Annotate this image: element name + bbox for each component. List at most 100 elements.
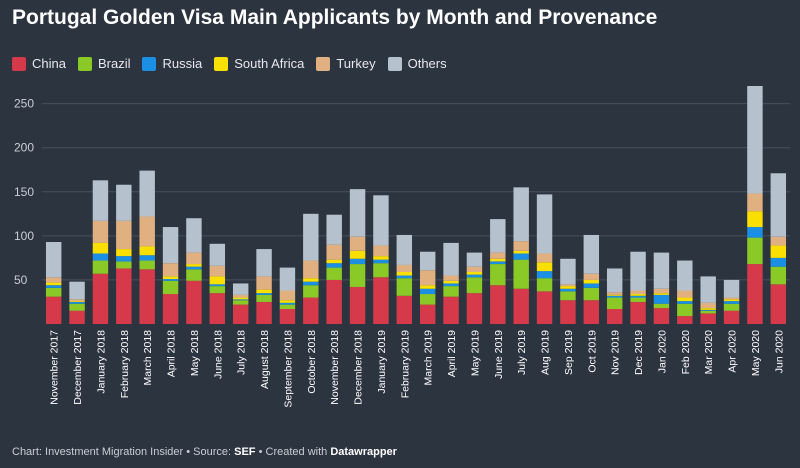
bar-segment-turkey[interactable]: [653, 288, 670, 294]
bar-segment-russia[interactable]: [69, 301, 85, 304]
bar-segment-south-africa[interactable]: [770, 245, 787, 258]
bar-segment-brazil[interactable]: [279, 304, 296, 310]
bar-segment-brazil[interactable]: [443, 286, 459, 297]
bar-segment-others[interactable]: [303, 213, 319, 261]
bar-segment-others[interactable]: [326, 214, 342, 245]
bar-segment-china[interactable]: [162, 294, 179, 324]
bar-segment-brazil[interactable]: [116, 261, 132, 269]
bar-segment-others[interactable]: [116, 184, 132, 221]
bar-segment-china[interactable]: [279, 309, 296, 324]
bar-segment-russia[interactable]: [536, 271, 553, 279]
bar-segment-russia[interactable]: [606, 295, 623, 298]
bar-segment-others[interactable]: [373, 195, 389, 246]
bar-segment-russia[interactable]: [513, 253, 529, 260]
bar-segment-brazil[interactable]: [466, 277, 483, 294]
bar-segment-brazil[interactable]: [723, 303, 740, 311]
bar-segment-south-africa[interactable]: [419, 285, 436, 289]
bar-segment-china[interactable]: [770, 284, 787, 324]
bar-segment-brazil[interactable]: [139, 260, 155, 270]
bar-segment-turkey[interactable]: [419, 270, 436, 286]
bar-segment-russia[interactable]: [560, 288, 576, 292]
bar-segment-others[interactable]: [700, 276, 716, 303]
bar-segment-turkey[interactable]: [443, 275, 459, 281]
bar-segment-south-africa[interactable]: [116, 249, 132, 257]
bar-segment-russia[interactable]: [747, 227, 763, 238]
bar-segment-brazil[interactable]: [349, 264, 366, 287]
bar-segment-russia[interactable]: [419, 288, 436, 295]
bar-segment-others[interactable]: [536, 194, 553, 254]
bar-segment-china[interactable]: [256, 301, 272, 324]
bar-segment-south-africa[interactable]: [583, 279, 600, 284]
bar-segment-south-africa[interactable]: [443, 280, 459, 284]
bar-segment-china[interactable]: [303, 297, 319, 324]
bar-segment-turkey[interactable]: [630, 290, 646, 295]
bar-segment-turkey[interactable]: [606, 292, 623, 295]
bar-segment-brazil[interactable]: [373, 263, 389, 278]
bar-segment-south-africa[interactable]: [677, 297, 693, 302]
bar-segment-brazil[interactable]: [396, 278, 413, 296]
bar-segment-china[interactable]: [723, 310, 740, 324]
bar-segment-south-africa[interactable]: [45, 282, 62, 286]
bar-segment-brazil[interactable]: [747, 237, 763, 265]
bar-segment-brazil[interactable]: [677, 303, 693, 317]
bar-segment-others[interactable]: [723, 279, 740, 298]
bar-segment-russia[interactable]: [303, 281, 319, 286]
bar-segment-others[interactable]: [466, 252, 483, 267]
bar-segment-russia[interactable]: [443, 283, 459, 287]
bar-segment-china[interactable]: [583, 300, 600, 324]
bar-segment-turkey[interactable]: [326, 244, 342, 260]
bar-segment-others[interactable]: [186, 218, 202, 253]
bar-segment-russia[interactable]: [723, 301, 740, 304]
bar-segment-turkey[interactable]: [466, 266, 483, 272]
bar-segment-turkey[interactable]: [583, 273, 600, 280]
bar-segment-brazil[interactable]: [770, 266, 787, 285]
bar-segment-south-africa[interactable]: [653, 293, 670, 295]
bar-segment-russia[interactable]: [139, 255, 155, 261]
bar-segment-china[interactable]: [396, 295, 413, 324]
bar-segment-china[interactable]: [536, 291, 553, 324]
bar-segment-russia[interactable]: [92, 253, 109, 261]
bar-segment-south-africa[interactable]: [373, 256, 389, 260]
bar-segment-brazil[interactable]: [560, 291, 576, 301]
bar-segment-turkey[interactable]: [747, 193, 763, 212]
bar-segment-russia[interactable]: [349, 258, 366, 265]
bar-segment-others[interactable]: [92, 180, 109, 221]
bar-segment-south-africa[interactable]: [256, 289, 272, 294]
bar-segment-others[interactable]: [232, 283, 249, 295]
bar-segment-south-africa[interactable]: [162, 276, 179, 280]
bar-segment-south-africa[interactable]: [490, 258, 506, 262]
bar-segment-south-africa[interactable]: [209, 276, 226, 285]
bar-segment-turkey[interactable]: [45, 277, 62, 283]
bar-segment-others[interactable]: [560, 258, 576, 285]
bar-segment-others[interactable]: [770, 173, 787, 237]
bar-segment-south-africa[interactable]: [326, 259, 342, 264]
bar-segment-turkey[interactable]: [186, 252, 202, 265]
bar-segment-south-africa[interactable]: [700, 308, 716, 310]
bar-segment-brazil[interactable]: [583, 287, 600, 301]
bar-segment-china[interactable]: [653, 308, 670, 324]
bar-segment-china[interactable]: [45, 296, 62, 324]
footer-tool-link[interactable]: Datawrapper: [330, 446, 397, 458]
bar-segment-others[interactable]: [209, 243, 226, 266]
bar-segment-others[interactable]: [69, 281, 85, 300]
bar-segment-russia[interactable]: [209, 284, 226, 287]
bar-segment-others[interactable]: [513, 187, 529, 242]
bar-segment-brazil[interactable]: [303, 285, 319, 298]
bar-segment-south-africa[interactable]: [747, 211, 763, 228]
bar-segment-others[interactable]: [349, 189, 366, 237]
bar-segment-china[interactable]: [116, 268, 132, 324]
bar-segment-russia[interactable]: [232, 299, 249, 301]
bar-segment-turkey[interactable]: [396, 264, 413, 272]
bar-segment-brazil[interactable]: [536, 278, 553, 292]
bar-segment-russia[interactable]: [373, 259, 389, 264]
bar-segment-turkey[interactable]: [92, 220, 109, 243]
bar-segment-brazil[interactable]: [92, 260, 109, 274]
bar-segment-china[interactable]: [606, 309, 623, 324]
bar-segment-russia[interactable]: [116, 256, 132, 262]
bar-segment-turkey[interactable]: [723, 297, 740, 300]
bar-segment-brazil[interactable]: [45, 287, 62, 297]
bar-segment-russia[interactable]: [583, 283, 600, 288]
bar-segment-china[interactable]: [677, 316, 693, 324]
bar-segment-russia[interactable]: [45, 285, 62, 288]
bar-segment-turkey[interactable]: [162, 263, 179, 277]
